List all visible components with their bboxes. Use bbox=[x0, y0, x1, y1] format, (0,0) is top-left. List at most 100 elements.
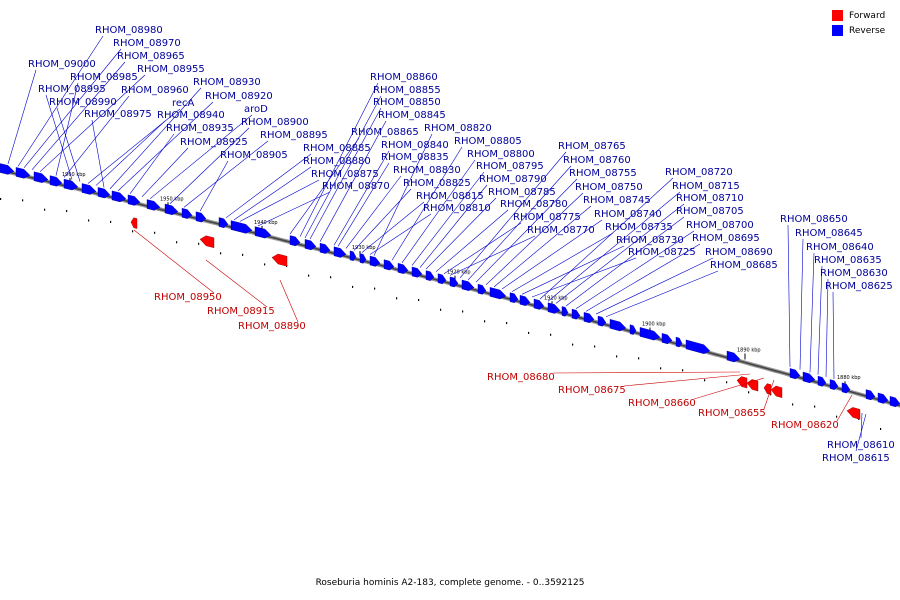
reverse-gene-block bbox=[609, 319, 627, 332]
gene-label-rhom-08645: RHOM_08645 bbox=[795, 228, 863, 239]
minor-tick bbox=[88, 219, 90, 222]
reverse-leader-line bbox=[31, 61, 126, 170]
reverse-leader-line bbox=[183, 140, 269, 208]
minor-tick bbox=[330, 276, 332, 279]
gene-label-rhom-08740: RHOM_08740 bbox=[594, 209, 662, 220]
gene-label-rhom-08760: RHOM_08760 bbox=[563, 155, 631, 166]
minor-tick bbox=[528, 331, 530, 334]
minor-tick bbox=[154, 231, 156, 234]
gene-layer bbox=[0, 163, 900, 420]
forward-leader-line bbox=[693, 377, 765, 400]
reverse-gene-block bbox=[561, 306, 569, 317]
gene-label-rhom-08785: RHOM_08785 bbox=[488, 187, 556, 198]
minor-tick bbox=[616, 355, 618, 358]
gene-label-rhom-08840: RHOM_08840 bbox=[381, 140, 449, 151]
label-layer: RHOM_08980 RHOM_08970 RHOM_08965 RHOM_09000… bbox=[7, 25, 895, 464]
reverse-leader-line bbox=[817, 265, 823, 375]
reverse-leader-line bbox=[565, 216, 685, 307]
gene-label-rhom-08780: RHOM_08780 bbox=[500, 199, 568, 210]
gene-label-rhom-09000: RHOM_09000 bbox=[28, 59, 96, 70]
gene-label-rhom-08985: RHOM_08985 bbox=[70, 72, 138, 83]
gene-label-rhom-08810: RHOM_08810 bbox=[423, 203, 491, 214]
reverse-leader-line bbox=[337, 162, 390, 247]
gene-label-rhom-08655: RHOM_08655 bbox=[698, 408, 766, 419]
reverse-gene-block bbox=[726, 350, 741, 363]
gene-label-rhom-08950: RHOM_08950 bbox=[154, 292, 222, 303]
reverse-gene-block bbox=[164, 203, 179, 216]
reverse-leader-line bbox=[309, 107, 382, 240]
gene-label-rhom-08875: RHOM_08875 bbox=[311, 169, 379, 180]
gene-label-rhom-08965: RHOM_08965 bbox=[117, 51, 185, 62]
minor-tick bbox=[484, 320, 486, 323]
reverse-gene-block bbox=[33, 171, 49, 183]
reverse-leader-line bbox=[333, 150, 390, 246]
reverse-leader-line bbox=[299, 82, 379, 237]
reverse-leader-line bbox=[575, 230, 695, 309]
minor-tick bbox=[396, 297, 398, 300]
gene-label-rhom-08935: RHOM_08935 bbox=[166, 123, 234, 134]
reverse-gene-block bbox=[383, 259, 395, 271]
reverse-gene-block bbox=[519, 295, 531, 306]
reverse-gene-block bbox=[195, 211, 207, 223]
minor-tick bbox=[374, 287, 376, 290]
reverse-leader-line bbox=[539, 177, 674, 300]
reverse-gene-block bbox=[865, 389, 876, 401]
minor-tick bbox=[242, 253, 244, 256]
minor-tick bbox=[880, 427, 882, 430]
reverse-gene-block bbox=[533, 298, 545, 310]
reverse-leader-line bbox=[353, 188, 412, 251]
minor-tick bbox=[110, 220, 112, 223]
reverse-leader-line bbox=[860, 412, 863, 439]
minor-tick bbox=[726, 381, 728, 384]
gene-label-rhom-08995: RHOM_08995 bbox=[38, 84, 106, 95]
gene-label-rhom-08865: RHOM_08865 bbox=[351, 127, 419, 138]
reverse-gene-block bbox=[877, 392, 889, 404]
reverse-leader-line bbox=[56, 107, 81, 182]
gene-label-rhom-08715: RHOM_08715 bbox=[672, 181, 740, 192]
reverse-leader-line bbox=[799, 238, 804, 370]
reverse-gene-block bbox=[829, 379, 839, 390]
gene-label-rhom-08755: RHOM_08755 bbox=[569, 168, 637, 179]
gene-label-rhom-08855: RHOM_08855 bbox=[373, 85, 441, 96]
reverse-gene-block bbox=[583, 312, 595, 324]
gene-label-rhom-08895: RHOM_08895 bbox=[260, 130, 328, 141]
reverse-leader-line bbox=[17, 35, 104, 167]
reverse-leader-line bbox=[459, 151, 567, 279]
reverse-gene-block bbox=[49, 175, 63, 187]
forward-gene-block bbox=[770, 385, 783, 398]
minor-tick bbox=[638, 357, 640, 360]
forward-leader-line bbox=[836, 394, 853, 422]
kbp-tick-label: 1900 kbp bbox=[642, 322, 666, 328]
gene-label-rhom-08625: RHOM_08625 bbox=[825, 281, 893, 292]
reverse-gene-block bbox=[461, 279, 475, 291]
minor-tick bbox=[132, 230, 134, 233]
forward-gene-block bbox=[130, 217, 138, 229]
minor-tick bbox=[462, 310, 464, 313]
reverse-leader-line bbox=[555, 203, 685, 304]
minor-tick bbox=[44, 208, 46, 211]
minor-tick bbox=[418, 298, 420, 301]
reverse-leader-line bbox=[391, 146, 463, 261]
gene-label-rhom-08765: RHOM_08765 bbox=[558, 141, 626, 152]
reverse-leader-line bbox=[401, 159, 476, 264]
forward-leader-line bbox=[205, 259, 268, 308]
legend-reverse-label: Reverse bbox=[849, 25, 886, 36]
kbp-tick-label: 1880 kbp bbox=[837, 375, 861, 381]
gene-label-rhom-08815: RHOM_08815 bbox=[416, 191, 484, 202]
gene-label-rhom-08900: RHOM_08900 bbox=[241, 117, 309, 128]
reverse-gene-block bbox=[319, 242, 331, 254]
reverse-gene-block bbox=[397, 263, 409, 274]
reverse-leader-line bbox=[809, 252, 815, 373]
minor-tick bbox=[352, 285, 354, 288]
minor-tick bbox=[572, 343, 574, 346]
reverse-leader-line bbox=[304, 95, 382, 238]
minor-tick bbox=[220, 252, 222, 255]
gene-label-rhom-08695: RHOM_08695 bbox=[692, 233, 760, 244]
reverse-leader-line bbox=[117, 101, 214, 192]
gene-label-rhom-08800: RHOM_08800 bbox=[467, 149, 535, 160]
kbp-tick-label: 1910 kbp bbox=[544, 295, 568, 301]
reverse-leader-line bbox=[23, 48, 122, 169]
gene-label-rhom-08710: RHOM_08710 bbox=[676, 193, 744, 204]
gene-label-rhom-08975: RHOM_08975 bbox=[84, 109, 152, 120]
reverse-leader-line bbox=[419, 184, 488, 268]
